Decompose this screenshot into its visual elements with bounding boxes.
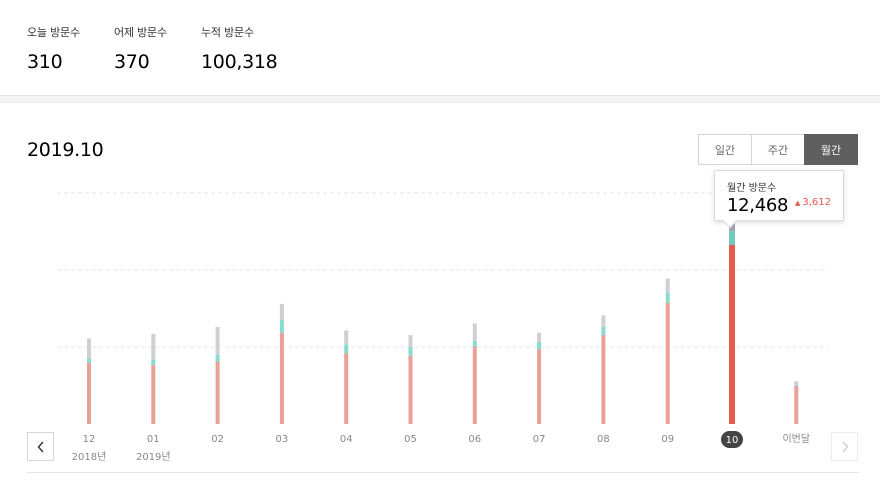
x-tick-label: 02: [211, 434, 224, 445]
x-tick-label: 04: [340, 434, 353, 445]
bar-03-segment-0: [279, 332, 284, 424]
stat-yesterday: 어제 방문수 370: [114, 24, 167, 73]
bar-01-segment-1: [151, 359, 156, 366]
x-year-label: 2018년: [72, 451, 107, 463]
x-tick-label: 07: [533, 434, 546, 445]
section-divider: [0, 95, 880, 103]
bar-04-segment-1: [344, 344, 349, 354]
toggle-daily[interactable]: 일간: [698, 134, 752, 165]
tooltip-value: 12,468: [727, 195, 789, 216]
bar-이번달-segment-2: [794, 381, 799, 385]
bar-06-segment-2: [472, 323, 477, 341]
bar-12-segment-1: [87, 358, 91, 363]
stat-yesterday-label: 어제 방문수: [114, 26, 167, 39]
x-tick-label: 12: [83, 434, 96, 445]
bar-07-segment-0: [537, 348, 542, 424]
x-year-label: 2019년: [136, 451, 171, 463]
next-period-button[interactable]: [831, 432, 858, 461]
bar-08-segment-0: [601, 335, 606, 424]
delta-up-icon: ▲: [795, 199, 801, 207]
bar-01-segment-2: [151, 333, 156, 360]
bar-05-segment-0: [408, 355, 413, 424]
stat-total: 누적 방문수 100,318: [201, 24, 278, 73]
chart-tooltip: 월간 방문수 12,468 ▲ 3,612: [714, 170, 844, 229]
bar-08-segment-1: [601, 326, 606, 336]
bar-12-segment-0: [87, 362, 91, 424]
bar-10-segment-1: [729, 231, 735, 245]
tooltip-label: 월간 방문수: [727, 183, 777, 194]
stat-yesterday-value: 370: [114, 51, 150, 73]
bar-이번달-segment-1: [794, 384, 799, 386]
x-tick-label: 05: [404, 434, 417, 445]
x-tick-label: 09: [661, 434, 674, 445]
bar-05-segment-2: [408, 335, 413, 347]
stat-total-value: 100,318: [201, 51, 278, 73]
bar-02-segment-1: [215, 354, 220, 362]
selected-month-pill: [721, 431, 743, 448]
x-tick-label: 08: [597, 434, 610, 445]
bar-03-segment-2: [279, 303, 284, 321]
x-tick-label: 이번달: [782, 433, 810, 445]
stat-today: 오늘 방문수 310: [27, 24, 80, 73]
bar-01-segment-0: [151, 365, 156, 424]
bar-05-segment-1: [408, 346, 413, 356]
bar-12-segment-2: [87, 338, 91, 359]
bar-10-segment-0: [729, 244, 735, 424]
x-tick-label: 01: [147, 434, 160, 445]
x-tick-label: 06: [468, 434, 481, 445]
tooltip-delta: ▲ 3,612: [795, 197, 831, 208]
bar-09-segment-1: [665, 292, 670, 303]
period-title: 2019.10: [27, 139, 104, 161]
bar-02-segment-2: [215, 326, 220, 355]
tooltip-delta-value: 3,612: [802, 197, 832, 208]
chevron-left-icon: [37, 441, 44, 452]
bar-06-segment-1: [472, 340, 477, 347]
bar-02-segment-0: [215, 361, 220, 424]
view-toggle: 일간 주간 월간: [698, 134, 858, 165]
prev-period-button[interactable]: [27, 432, 54, 461]
x-tick-label: 10: [726, 435, 739, 446]
bar-04-segment-2: [344, 330, 349, 345]
bar-07-segment-2: [537, 332, 542, 342]
bar-03-segment-1: [279, 320, 284, 333]
x-tick-label: 03: [276, 434, 289, 445]
bar-04-segment-0: [344, 353, 349, 424]
bar-07-segment-1: [537, 341, 542, 349]
chevron-right-icon: [841, 441, 848, 452]
bar-09-segment-0: [665, 302, 670, 424]
toggle-weekly[interactable]: 주간: [751, 134, 805, 165]
toggle-monthly[interactable]: 월간: [804, 134, 858, 165]
bar-09-segment-2: [665, 278, 670, 293]
bar-08-segment-2: [601, 315, 606, 327]
stat-today-value: 310: [27, 51, 63, 73]
bar-06-segment-0: [472, 346, 477, 424]
stat-today-label: 오늘 방문수: [27, 26, 80, 39]
bar-이번달-segment-0: [794, 385, 799, 424]
stat-total-label: 누적 방문수: [201, 26, 254, 39]
stats-panel: 오늘 방문수 310 어제 방문수 370 누적 방문수 100,318: [0, 0, 880, 95]
bottom-divider: [27, 472, 859, 473]
